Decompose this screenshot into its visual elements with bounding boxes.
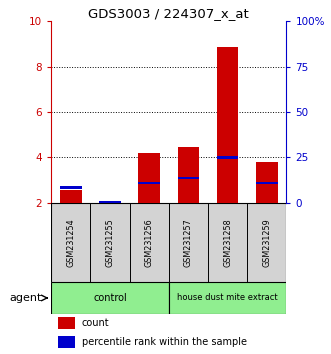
Bar	[256, 182, 277, 184]
Text: GSM231258: GSM231258	[223, 218, 232, 267]
Bar	[169, 282, 286, 314]
Bar	[60, 186, 82, 189]
Bar	[138, 182, 160, 184]
Bar	[58, 317, 75, 329]
Bar	[90, 203, 130, 282]
Text: house dust mite extract: house dust mite extract	[177, 293, 278, 302]
Bar	[208, 203, 247, 282]
Bar	[217, 47, 238, 203]
Bar	[138, 153, 160, 203]
Text: GSM231254: GSM231254	[67, 218, 75, 267]
Bar	[178, 147, 199, 203]
Text: GSM231255: GSM231255	[106, 218, 115, 267]
Text: GSM231257: GSM231257	[184, 218, 193, 267]
Bar	[130, 203, 169, 282]
Bar	[169, 203, 208, 282]
Text: control: control	[93, 293, 127, 303]
Bar	[51, 282, 169, 314]
Bar	[51, 203, 90, 282]
Bar	[247, 203, 286, 282]
Bar	[99, 201, 121, 204]
Text: agent: agent	[9, 293, 41, 303]
Title: GDS3003 / 224307_x_at: GDS3003 / 224307_x_at	[88, 7, 249, 20]
Bar	[178, 177, 199, 179]
Text: GSM231259: GSM231259	[262, 218, 271, 267]
Bar	[60, 190, 82, 203]
Text: count: count	[82, 318, 110, 328]
Bar	[217, 156, 238, 159]
Bar	[99, 202, 121, 203]
Text: percentile rank within the sample: percentile rank within the sample	[82, 337, 247, 347]
Bar	[256, 162, 277, 203]
Bar	[58, 336, 75, 348]
Text: GSM231256: GSM231256	[145, 218, 154, 267]
